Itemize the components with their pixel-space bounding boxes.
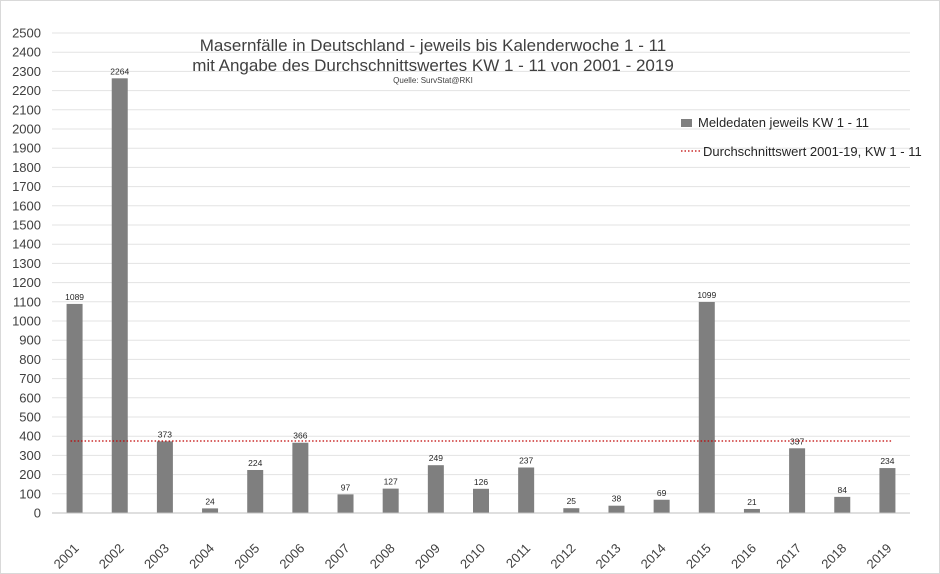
x-tick-label-2001: 2001 <box>51 541 82 572</box>
bar-2001 <box>66 303 83 513</box>
x-tick-label-2010: 2010 <box>457 541 488 572</box>
y-tick-label: 200 <box>19 467 41 482</box>
data-labels: 1089 2264 373 24 224 366 97 127 249 126 237 25 38 69 1… <box>65 66 895 507</box>
y-tick-label: 2300 <box>12 64 41 79</box>
data-label-2019: 234 <box>880 456 894 466</box>
bar-2012 <box>563 508 580 513</box>
x-tick-label-2015: 2015 <box>683 541 714 572</box>
data-label-2017: 337 <box>790 436 804 446</box>
x-tick-label-2013: 2013 <box>593 541 624 572</box>
data-label-2018: 84 <box>838 485 848 495</box>
y-tick-label: 1700 <box>12 179 41 194</box>
chart-source: Quelle: SurvStat@RKI <box>393 76 473 85</box>
y-tick-label: 900 <box>19 333 41 348</box>
bar-2007 <box>337 494 354 513</box>
bar-2011 <box>518 467 535 513</box>
data-label-2006: 366 <box>293 431 307 441</box>
y-tick-label: 1300 <box>12 256 41 271</box>
y-tick-label: 700 <box>19 371 41 386</box>
data-label-2001: 1089 <box>65 292 84 302</box>
y-tick-label: 600 <box>19 390 41 405</box>
data-label-2009: 249 <box>429 453 443 463</box>
y-axis-ticks: 0 100 200 300 400 500 600 700 800 900 1000 1100 1200… <box>12 26 41 521</box>
x-tick-label-2006: 2006 <box>276 541 307 572</box>
data-label-2002: 2264 <box>110 66 129 76</box>
x-axis-ticks: 2001 2002 2003 2004 2005 2006 2007 2008 2009 2010… <box>51 541 895 572</box>
bar-2004 <box>202 508 219 513</box>
y-tick-label: 300 <box>19 448 41 463</box>
y-tick-label: 1400 <box>12 237 41 252</box>
y-tick-label: 1600 <box>12 198 41 213</box>
data-label-2012: 25 <box>567 496 577 506</box>
y-tick-label: 500 <box>19 410 41 425</box>
y-tick-label: 1800 <box>12 160 41 175</box>
x-tick-label-2018: 2018 <box>818 541 849 572</box>
y-tick-label: 800 <box>19 352 41 367</box>
bar-2019 <box>879 468 896 513</box>
bar-2017 <box>789 448 806 513</box>
bar-2015 <box>698 301 715 513</box>
x-tick-label-2011: 2011 <box>503 541 533 571</box>
x-tick-label-2007: 2007 <box>322 541 353 572</box>
x-tick-label-2004: 2004 <box>186 541 217 572</box>
legend-swatch-bars <box>681 119 692 127</box>
x-tick-label-2017: 2017 <box>773 541 804 572</box>
x-tick-label-2016: 2016 <box>728 541 759 572</box>
data-label-2007: 97 <box>341 482 351 492</box>
data-label-2013: 38 <box>612 494 622 504</box>
bar-2010 <box>473 488 489 513</box>
data-label-2008: 127 <box>384 477 398 487</box>
bars <box>66 78 896 513</box>
bar-2008 <box>382 488 399 513</box>
legend-label-bars: Meldedaten jeweils KW 1 - 11 <box>698 115 869 130</box>
data-label-2016: 21 <box>747 497 757 507</box>
legend-label-average: Durchschnittswert 2001-19, KW 1 - 11 <box>703 144 922 159</box>
bar-2009 <box>427 465 444 513</box>
data-label-2014: 69 <box>657 488 667 498</box>
x-tick-label-2002: 2002 <box>96 541 127 572</box>
data-label-2004: 24 <box>205 496 215 506</box>
bar-2013 <box>608 505 625 513</box>
y-tick-label: 2400 <box>12 45 41 60</box>
data-label-2005: 224 <box>248 458 262 468</box>
y-tick-label: 1000 <box>12 314 41 329</box>
y-tick-label: 100 <box>19 486 41 501</box>
y-tick-label: 1200 <box>12 275 41 290</box>
x-tick-label-2003: 2003 <box>141 541 172 572</box>
gridlines <box>52 32 910 495</box>
y-tick-label: 1500 <box>12 218 41 233</box>
y-tick-label: 400 <box>19 429 41 444</box>
chart-title-line-2: mit Angabe des Durchschnittswertes KW 1 … <box>192 56 674 75</box>
data-label-2010: 126 <box>474 477 488 487</box>
x-tick-label-2009: 2009 <box>412 541 443 572</box>
y-tick-label: 1100 <box>13 294 41 309</box>
chart-title-line-1: Masernfälle in Deutschland - jeweils bis… <box>200 36 666 55</box>
y-tick-label: 1900 <box>12 141 41 156</box>
y-tick-label: 2500 <box>12 26 41 41</box>
x-tick-label-2019: 2019 <box>863 541 894 572</box>
data-label-2011: 237 <box>519 455 533 465</box>
data-label-2015: 1099 <box>697 290 716 300</box>
y-tick-label: 2200 <box>12 83 41 98</box>
bar-2014 <box>653 499 670 513</box>
bar-2006 <box>292 442 309 513</box>
bar-2003 <box>156 441 173 513</box>
bar-2005 <box>247 469 264 513</box>
bar-2002 <box>111 78 128 513</box>
x-tick-label-2005: 2005 <box>231 541 262 572</box>
legend: Meldedaten jeweils KW 1 - 11 Durchschnit… <box>681 115 922 159</box>
y-tick-label: 2000 <box>12 122 41 137</box>
x-tick-label-2012: 2012 <box>547 541 578 572</box>
data-label-2003: 373 <box>158 429 172 439</box>
bar-2016 <box>743 508 760 513</box>
y-tick-label: 0 <box>34 506 41 521</box>
x-tick-label-2008: 2008 <box>367 541 398 572</box>
y-tick-label: 2100 <box>12 102 41 117</box>
bar-2018 <box>834 496 851 513</box>
x-tick-label-2014: 2014 <box>638 541 669 572</box>
